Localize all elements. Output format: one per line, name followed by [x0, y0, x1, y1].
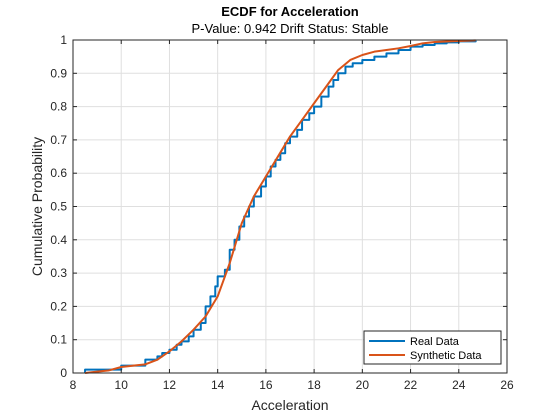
x-tick-label: 22 [404, 378, 418, 392]
x-tick-label: 12 [163, 378, 177, 392]
chart-title: ECDF for Acceleration [221, 4, 359, 19]
y-tick-label: 0.7 [50, 133, 67, 147]
x-tick-label: 10 [115, 378, 129, 392]
x-tick-label: 20 [356, 378, 370, 392]
y-tick-label: 0.1 [50, 333, 67, 347]
y-tick-label: 0.3 [50, 266, 67, 280]
legend-box [363, 330, 502, 365]
series-layer [84, 39, 477, 374]
x-tick-label: 26 [500, 378, 514, 392]
y-tick-label: 0 [60, 366, 67, 380]
y-tick-label: 0.2 [50, 299, 67, 313]
y-tick-label: 0.5 [50, 200, 67, 214]
chart-subtitle: P-Value: 0.942 Drift Status: Stable [191, 21, 388, 36]
x-tick-label: 8 [70, 378, 77, 392]
x-tick-label: 24 [452, 378, 466, 392]
x-tick-label: 16 [259, 378, 273, 392]
x-tick-label: 18 [307, 378, 321, 392]
y-tick-label: 0.9 [50, 66, 67, 80]
x-tick-label: 14 [211, 378, 225, 392]
y-tick-label: 0.6 [50, 166, 67, 180]
x-axis-label: Acceleration [251, 397, 328, 413]
legend-label-synthetic-data: Synthetic Data [410, 350, 482, 362]
x-axis-ticks: 8 10 12 14 16 18 20 22 24 26 [70, 40, 514, 392]
y-axis-label: Cumulative Probability [29, 137, 45, 276]
series-line-real-data [84, 40, 477, 373]
series-line-synthetic-data [84, 39, 476, 374]
y-axis-ticks: 0 0.1 0.2 0.3 0.4 0.5 0.6 0.7 0.8 0.9 1 [50, 33, 507, 380]
y-tick-label: 0.4 [50, 233, 67, 247]
legend: Real Data Synthetic Data [363, 330, 502, 365]
y-tick-label: 1 [60, 33, 67, 47]
legend-label-real-data: Real Data [410, 336, 460, 348]
y-tick-label: 0.8 [50, 100, 67, 114]
